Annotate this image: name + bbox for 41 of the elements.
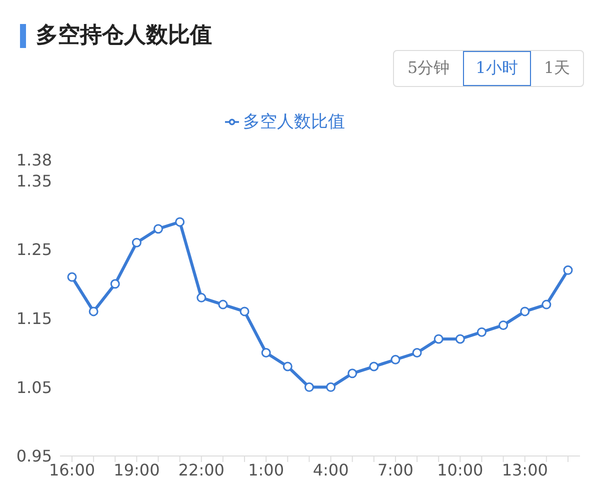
y-tick-label: 1.15: [16, 309, 52, 328]
x-tick-label: 13:00: [502, 460, 548, 480]
point: [304, 382, 314, 392]
point: [282, 362, 292, 372]
x-tick-label: 1:00: [248, 460, 284, 480]
point: [132, 238, 142, 248]
point: [196, 292, 206, 302]
point: [154, 224, 164, 234]
point: [476, 327, 486, 337]
x-tick-label: 10:00: [437, 460, 484, 480]
point: [520, 306, 530, 316]
point: [369, 362, 379, 372]
point: [88, 306, 98, 316]
x-tick-label: 4:00: [312, 460, 349, 480]
text: 1天: [542, 57, 571, 79]
y-tick-label: 1.05: [16, 378, 52, 397]
point: [261, 348, 271, 358]
point: [218, 300, 228, 310]
text: 5分钟: [406, 57, 451, 79]
text: 1小时: [462, 51, 531, 86]
point: [498, 320, 508, 330]
y-tick-label: 1.35: [16, 171, 52, 190]
point: [110, 279, 120, 289]
x-tick-label: 19:00: [114, 460, 160, 480]
point: [390, 354, 400, 364]
point: [412, 348, 422, 358]
point: [326, 382, 336, 392]
point: [67, 272, 77, 282]
y-tick-label: 1.38: [16, 150, 52, 170]
y-tick-label: 1.25: [16, 240, 52, 260]
point: [348, 368, 358, 378]
point: [455, 334, 465, 344]
point: [434, 334, 444, 344]
x-tick-label: 7:00: [378, 460, 414, 480]
x-tick-label: 22:00: [178, 460, 224, 480]
point: [563, 265, 573, 275]
chart-title: 多空持仓人数比值: [36, 22, 212, 50]
legend-label: 多空人数比值: [243, 112, 345, 132]
point: [542, 300, 552, 310]
point: [175, 217, 185, 227]
point: [240, 306, 250, 316]
